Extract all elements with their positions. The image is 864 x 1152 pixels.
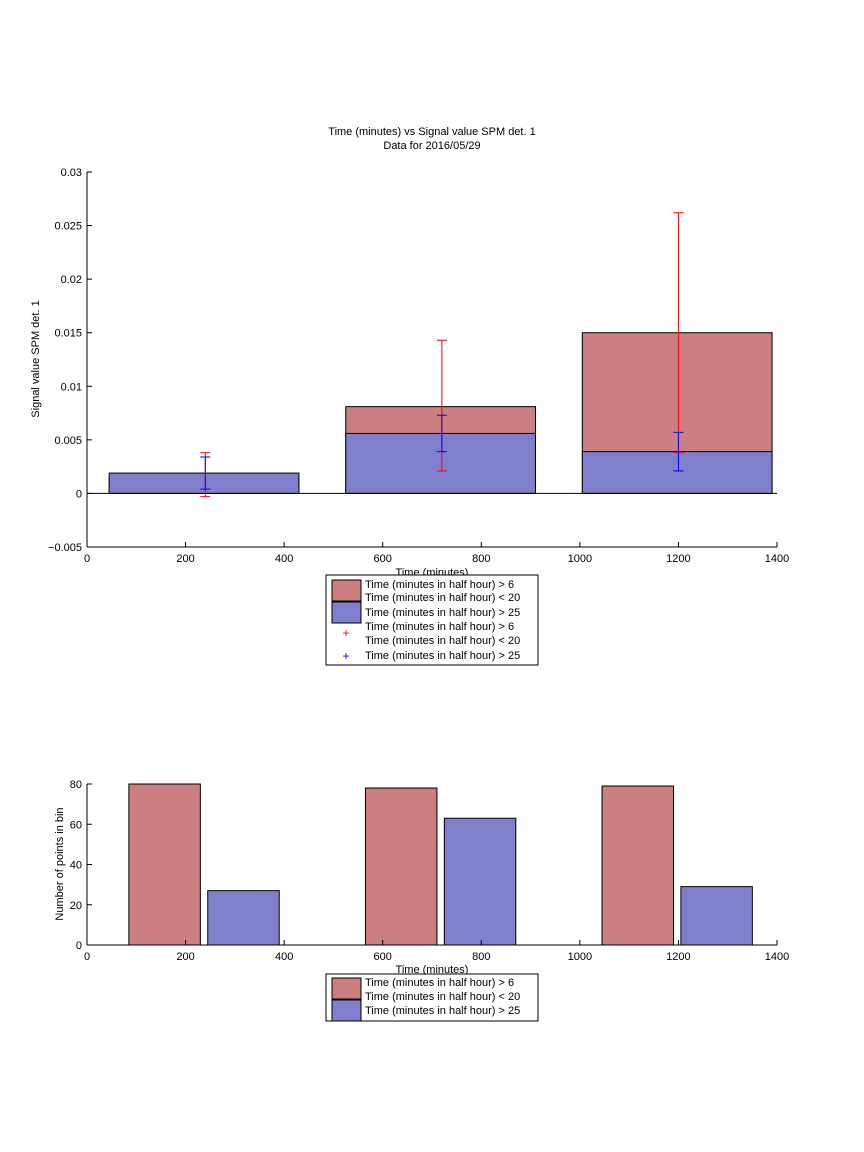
x-axis-label-bottom: Time (minutes) (396, 964, 469, 976)
signal-x-ticks: 0 200 400 600 800 1000 1200 1400 (84, 542, 789, 565)
signal-axes (86, 172, 777, 548)
legend-swatch-blue-bottom (331, 999, 362, 1022)
x-tick-label: 600 (374, 951, 392, 963)
x-tick-label: 1000 (568, 553, 592, 565)
legend-marker-blue-plus: + (342, 649, 349, 663)
y-tick-label: 20 (70, 900, 82, 912)
x-tick-label: 800 (472, 553, 490, 565)
legend-entry-red-line1: Time (minutes in half hour) > 6 (365, 579, 514, 591)
bar-s1-0 (207, 890, 280, 946)
y-tick-label: −0.005 (48, 542, 82, 554)
count-x-ticks: 0 200 400 600 800 1000 1200 1400 (84, 940, 789, 963)
y-tick-label: 0.01 (61, 381, 82, 393)
y-tick-label: 0 (76, 488, 82, 500)
x-tick-label: 200 (176, 553, 194, 565)
y-tick-label: 80 (70, 779, 82, 791)
signal-bars (108, 332, 773, 494)
legend-entry-blue-bottom: Time (minutes in half hour) > 25 (365, 1005, 520, 1017)
x-tick-label: 1000 (568, 951, 592, 963)
x-tick-label: 800 (472, 951, 490, 963)
y-axis-label: Signal value SPM det. 1 (30, 300, 42, 417)
bar-s0-0 (128, 783, 201, 946)
bar-s0-2 (601, 785, 674, 946)
error-bar-s1-2 (673, 431, 684, 472)
y-tick-label: 0.015 (54, 328, 82, 340)
signal-y-ticks: −0.005 0 0.005 0.01 0.015 0.02 0.025 0.03 (48, 167, 92, 554)
legend-swatch-red (331, 579, 362, 602)
legend-entry-red-line2: Time (minutes in half hour) < 20 (365, 592, 520, 604)
x-tick-label: 400 (275, 951, 293, 963)
bar-s0-1 (364, 787, 438, 946)
x-tick-label: 600 (374, 553, 392, 565)
legend-entry-blue-err: Time (minutes in half hour) > 25 (365, 650, 520, 662)
x-tick-label: 1200 (666, 553, 690, 565)
x-tick-label: 1200 (666, 951, 690, 963)
x-tick-label: 200 (176, 951, 194, 963)
y-tick-label: 0.03 (61, 167, 82, 179)
y-tick-label: 0.025 (54, 221, 82, 233)
legend-entry-red-err-line1: Time (minutes in half hour) > 6 (365, 621, 514, 633)
y-tick-label: 0.005 (54, 435, 82, 447)
y-tick-label: 40 (70, 860, 82, 872)
error-bar-s1-1 (436, 414, 447, 453)
legend-marker-red-plus: + (342, 626, 349, 640)
count-y-ticks: 0 20 40 60 80 (70, 779, 92, 952)
legend-entry-red-line2-bottom: Time (minutes in half hour) < 20 (365, 991, 520, 1003)
y-axis-label-bottom: Number of points in bin (54, 807, 66, 920)
count-legend: Time (minutes in half hour) > 6 Time (mi… (325, 973, 539, 1022)
error-bar-s1-0 (200, 456, 211, 490)
legend-entry-blue: Time (minutes in half hour) > 25 (365, 607, 520, 619)
x-tick-label: 0 (84, 951, 90, 963)
x-tick-label: 400 (275, 553, 293, 565)
x-tick-label: 0 (84, 553, 90, 565)
legend-swatch-blue (331, 601, 362, 624)
bar-s1-2 (581, 451, 773, 494)
chart-subtitle: Data for 2016/05/29 (383, 140, 480, 152)
y-tick-label: 0 (76, 940, 82, 952)
legend-swatch-red-bottom (331, 977, 362, 1000)
y-tick-label: 60 (70, 819, 82, 831)
x-tick-label: 1400 (765, 553, 789, 565)
y-tick-label: 0.02 (61, 274, 82, 286)
bar-s1-1 (443, 817, 517, 946)
signal-legend: Time (minutes in half hour) > 6 Time (mi… (325, 574, 539, 666)
signal-error-bars (200, 212, 684, 498)
bar-s1-1 (345, 432, 536, 494)
legend-entry-red-err-line2: Time (minutes in half hour) < 20 (365, 635, 520, 647)
x-tick-label: 1400 (765, 951, 789, 963)
legend-entry-red-line1-bottom: Time (minutes in half hour) > 6 (365, 977, 514, 989)
bar-s1-2 (680, 886, 753, 946)
chart-title: Time (minutes) vs Signal value SPM det. … (328, 126, 535, 138)
bar-s1-0 (108, 472, 300, 494)
